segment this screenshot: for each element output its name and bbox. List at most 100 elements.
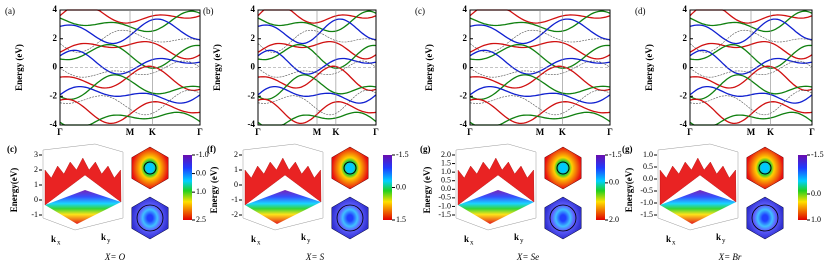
z-axis-label: Energy(eV) [9,168,19,213]
band-line [257,60,377,78]
z-tick-label: 0 [234,180,238,189]
surface-top [457,157,535,206]
z-tick-label: 1.5 [441,158,451,167]
z-tick-label: -1.0 [438,201,451,210]
colorbar-tick-label: 1.0 [196,187,206,196]
z-tick-label: -0.5 [438,193,451,202]
x-tick-label: M [126,127,135,137]
z-axis-label: Energy(eV) [624,168,634,213]
colorbar-tick-label: -1.0 [196,150,209,159]
x-tick-label: Γ [809,127,815,137]
x-tick-label: Γ [467,127,473,137]
surface-box [455,143,537,231]
x-tick-label: K [559,127,566,137]
surface-base [45,190,121,224]
y-axis-label: Energy (eV) [644,44,654,91]
y-tick-label: -2 [50,90,58,100]
x-tick-label: Γ [607,127,613,137]
y-tick-label: -2 [680,90,688,100]
z-axis-label: Energy (eV) [422,167,432,214]
panel-label: (a) [5,6,15,16]
colorbar-tick-label: 0.0 [196,168,206,177]
contour-line [751,204,779,232]
z-tick-label: -1 [231,195,238,204]
y-tick-label: 2 [463,33,468,43]
contour-line [143,161,157,175]
ky-label: k [514,232,519,242]
surface-base [245,190,321,224]
y-tick-label: -4 [460,119,468,129]
ky-label: k [101,232,106,242]
colorbar [183,155,192,220]
y-tick-label: 0 [463,62,468,72]
caption: X= S [305,252,325,262]
contour-map [331,196,369,240]
contour-map [331,146,369,190]
colorbar-tick-label: 1.0 [811,215,821,224]
contour-line [336,204,364,232]
surface-box [42,143,124,231]
z-axis-label: Energy (eV) [209,167,219,214]
z-tick-label: -1.5 [640,210,653,219]
colorbar-tick-label: 0.0 [811,189,821,198]
kx-label: k [666,234,671,244]
y-tick-label: -4 [248,119,256,129]
y-tick-label: 0 [683,62,688,72]
surface-box [242,143,324,231]
z-tick-label: 1 [34,180,38,189]
z-tick-label: -0.5 [640,186,653,195]
x-tick-label: K [332,127,339,137]
y-tick-label: -2 [460,90,468,100]
ky-label: k [301,232,306,242]
colorbar [383,155,392,220]
contour-line [549,204,577,232]
panel-label: (c) [7,144,17,154]
z-tick-label: 3 [34,150,38,159]
x-tick-label: M [747,127,756,137]
ky-label: k [716,232,721,242]
colorbar-tick-label: 1.5 [396,215,406,224]
contour-line [343,161,357,175]
ky-sub: y [722,237,726,245]
z-tick-label: 2 [234,150,238,159]
surface-top [659,157,737,206]
contour-map [131,196,169,240]
z-tick-label: 2 [34,165,38,174]
z-tick-label: 0 [34,195,38,204]
kx-sub: x [57,239,61,247]
colorbar-tick-label: -1.5 [811,150,824,159]
contour-map [746,196,784,240]
x-tick-label: M [536,127,545,137]
y-tick-label: 4 [463,4,468,14]
y-axis-label: Energy (eV) [424,44,434,91]
kx-sub: x [257,239,261,247]
z-tick-label: -1 [31,210,38,219]
colorbar-tick-label: -1.5 [396,150,409,159]
surface-top [244,157,322,206]
z-tick-label: 0.0 [441,184,451,193]
caption: X= Br [718,252,742,262]
colorbar [596,155,605,220]
z-tick-label: 0.0 [643,174,653,183]
y-tick-label: -4 [680,119,688,129]
z-tick-label: 0.5 [643,162,653,171]
y-tick-label: 0 [251,62,256,72]
panel-label: (d) [635,6,646,16]
y-tick-label: 4 [251,4,256,14]
z-tick-label: 2.0 [441,150,451,159]
ky-sub: y [107,237,111,245]
colorbar-tick-label: 0.0 [396,182,406,191]
x-tick-label: M [313,127,322,137]
y-axis-label: Energy (eV) [14,44,24,91]
z-tick-label: -1.0 [640,198,653,207]
y-tick-label: 0 [53,62,58,72]
z-tick-label: 1.0 [441,167,451,176]
surface-base [458,190,534,224]
x-tick-label: Γ [255,127,261,137]
contour-map [544,146,582,190]
colorbar-tick-label: 2.0 [609,215,619,224]
kx-label: k [251,234,256,244]
contour-line [556,161,570,175]
caption: X= Se [516,252,539,262]
